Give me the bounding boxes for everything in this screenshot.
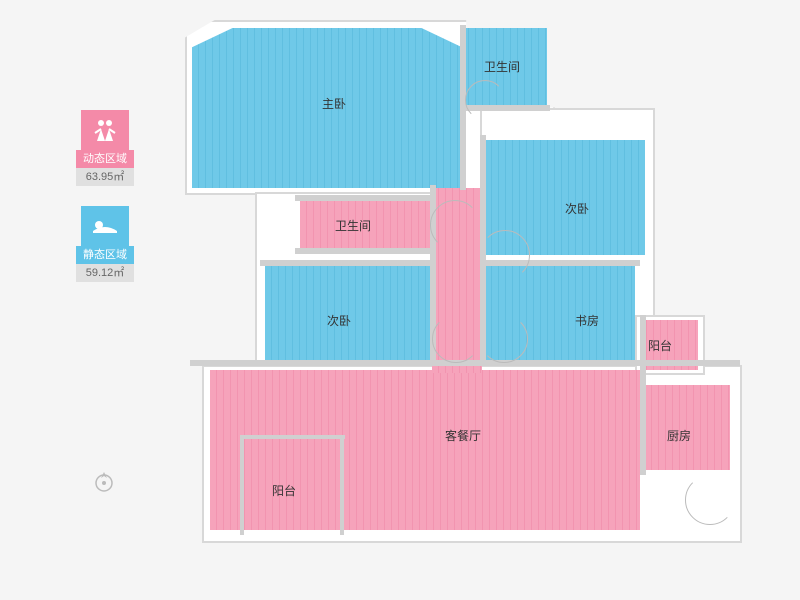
legend-dynamic-label: 动态区域: [76, 150, 134, 168]
compass-icon: [93, 470, 115, 492]
legend-static-value: 59.12㎡: [76, 264, 134, 282]
room-label: 卫生间: [335, 217, 371, 234]
legend-dynamic: 动态区域 63.95㎡: [75, 110, 135, 186]
wall: [240, 435, 244, 535]
legend-static-label: 静态区域: [76, 246, 134, 264]
room-label: 阳台: [648, 337, 672, 354]
room-次卧: 次卧: [265, 265, 430, 360]
room-主卧: 主卧: [192, 28, 462, 188]
wall: [295, 248, 435, 254]
room-厨房: 厨房: [645, 385, 730, 470]
sleep-icon: [81, 206, 129, 246]
wall: [260, 260, 435, 266]
room-卫生间: 卫生间: [300, 200, 430, 250]
wall: [340, 435, 344, 535]
wall: [295, 195, 435, 201]
wall: [640, 315, 646, 475]
room-label: 卫生间: [484, 58, 520, 75]
room-阳台: 阳台: [245, 440, 340, 530]
legend-static: 静态区域 59.12㎡: [75, 206, 135, 282]
room-label: 书房: [575, 312, 599, 329]
room-label: 主卧: [322, 95, 346, 112]
people-icon: [81, 110, 129, 150]
legend-dynamic-value: 63.95㎡: [76, 168, 134, 186]
wall: [480, 260, 640, 266]
wall: [480, 135, 486, 365]
room-label: 次卧: [565, 200, 589, 217]
floorplan: 主卧卫生间次卧卫生间次卧书房阳台客餐厅厨房阳台: [180, 20, 760, 580]
wall: [240, 435, 345, 439]
room-label: 阳台: [272, 482, 296, 499]
room-label: 客餐厅: [445, 427, 481, 444]
room-label: 次卧: [327, 312, 351, 329]
legend: 动态区域 63.95㎡ 静态区域 59.12㎡: [75, 110, 135, 302]
room-label: 厨房: [667, 427, 691, 444]
